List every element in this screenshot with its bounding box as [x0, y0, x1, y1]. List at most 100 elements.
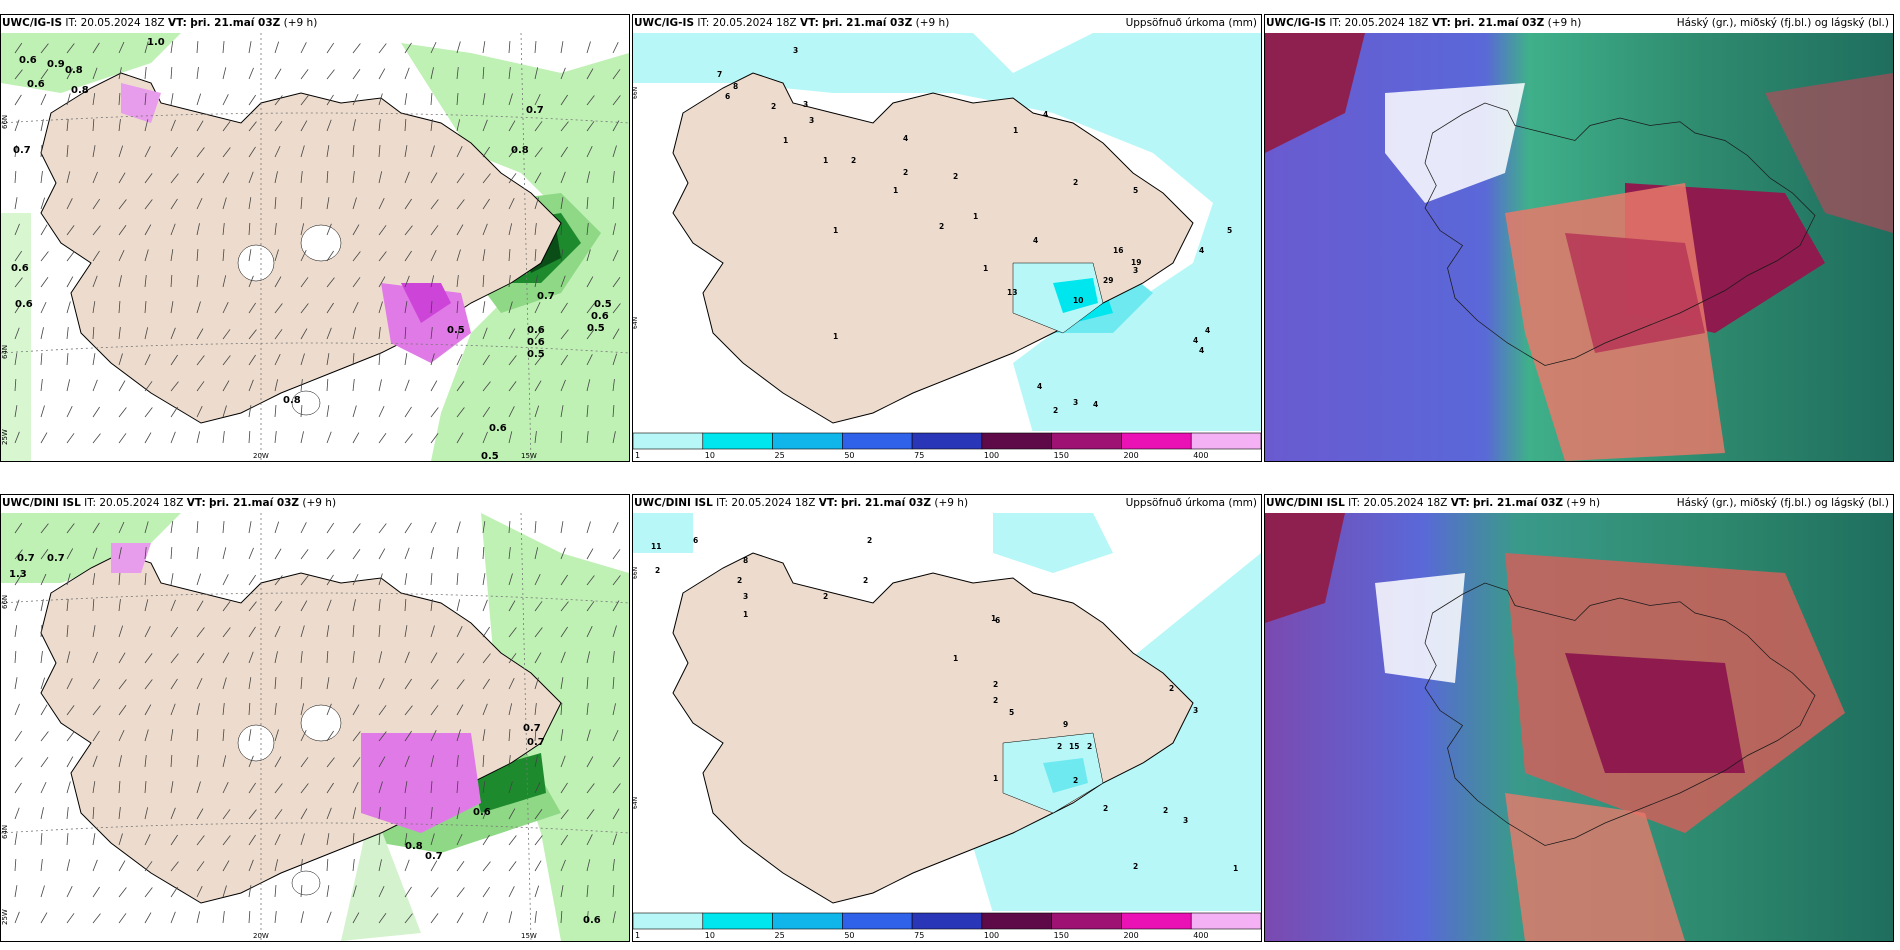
precip-value: 2 — [867, 536, 872, 545]
wind-barb — [482, 653, 491, 664]
wind-panel-dini: UWC/DINI ISL IT: 20.05.2024 18Z VT: þri.… — [0, 494, 630, 942]
wind-barb — [404, 301, 408, 314]
wind-barb — [222, 574, 229, 586]
wind-barb — [430, 172, 438, 184]
wind-barb — [248, 601, 257, 612]
wind-barb — [586, 171, 591, 184]
wind-barb — [144, 781, 147, 794]
wind-barb — [326, 327, 332, 340]
wind-barb — [378, 913, 387, 924]
wind-barb — [482, 406, 491, 418]
wind-barb — [352, 912, 360, 924]
wind-barb — [378, 731, 387, 742]
wind-barb — [612, 303, 621, 314]
wind-barb — [482, 521, 486, 534]
wind-barb — [352, 432, 360, 444]
wind-barb — [274, 329, 283, 340]
wind-barb — [430, 41, 437, 54]
wind-barb — [118, 275, 122, 288]
precip-value: 3 — [743, 592, 748, 601]
wind-barb — [222, 601, 231, 612]
wind-barb — [326, 625, 330, 638]
precip-value: 4 — [1205, 326, 1210, 335]
wind-barb — [612, 651, 615, 664]
wind-barb — [170, 703, 176, 716]
wind-barb — [66, 406, 73, 418]
wind-barb — [352, 69, 361, 80]
wind-barb — [482, 729, 486, 742]
precip-value: 3 — [809, 116, 814, 125]
wind-barb — [534, 329, 543, 340]
legend-tick-label: 200 — [1123, 451, 1138, 460]
wind-barb — [118, 353, 123, 366]
wind-barb — [248, 431, 251, 444]
wind-barb — [14, 277, 23, 288]
legend-swatch — [911, 432, 983, 450]
axis-label-lat66: 66N — [633, 87, 639, 99]
wind-barb — [482, 67, 485, 80]
wind-barb — [14, 302, 22, 314]
precip-value: 2 — [1057, 742, 1062, 751]
wind-barb — [170, 729, 174, 742]
wind-barb — [612, 42, 619, 54]
wind-barb — [326, 277, 335, 288]
wind-barb — [430, 913, 439, 924]
wind-barb — [508, 41, 511, 54]
axis-label-lat66: 66N — [633, 567, 639, 579]
wind-barb — [534, 601, 543, 612]
wind-barb — [482, 626, 490, 638]
wind-barb — [248, 651, 254, 664]
axis-label-lon-left: 25W — [1, 909, 9, 925]
wind-barb — [456, 93, 459, 106]
wind-barb — [430, 119, 433, 132]
wind-barb — [144, 41, 149, 54]
wind-barb — [170, 431, 176, 444]
axis-label-15w: 15W — [521, 932, 537, 940]
wind-barb — [326, 171, 329, 184]
wind-barb — [92, 859, 98, 872]
wind-barb — [482, 249, 486, 262]
wind-barb — [144, 173, 153, 184]
wind-barb — [352, 171, 355, 184]
wind-barb — [66, 599, 69, 612]
wind-label: 0.5 — [587, 323, 605, 334]
wind-barb — [352, 833, 355, 846]
wind-label: 0.7 — [17, 553, 35, 564]
wind-barb — [14, 327, 20, 340]
wind-barb — [430, 755, 435, 768]
wind-barb — [560, 834, 569, 846]
wind-barb — [560, 911, 563, 924]
wind-barb — [196, 755, 199, 768]
wind-barb — [274, 703, 277, 716]
legend-swatch — [633, 432, 704, 450]
wind-barb — [274, 885, 277, 898]
wind-barb — [326, 599, 332, 612]
wind-barb — [196, 355, 205, 366]
legend-swatch — [1190, 432, 1261, 450]
wind-barb — [560, 197, 564, 210]
wind-barb — [404, 755, 410, 768]
wind-barb — [482, 41, 486, 54]
legend-swatch — [1190, 912, 1261, 930]
wind-barb — [196, 197, 203, 210]
legend-swatch — [842, 912, 913, 930]
wind-barb — [66, 353, 69, 366]
wind-barb — [40, 43, 49, 54]
wind-barb — [430, 145, 435, 158]
wind-barb — [144, 547, 147, 560]
wind-barb — [300, 95, 309, 106]
legend-swatch — [702, 432, 773, 450]
wind-barb — [586, 276, 594, 288]
wind-barb — [248, 547, 254, 560]
wind-barb — [118, 199, 127, 210]
wind-barb — [534, 835, 543, 846]
wind-barb — [560, 547, 566, 560]
wind-barb — [482, 781, 486, 794]
wind-barb — [482, 703, 488, 716]
wind-barb — [144, 626, 151, 638]
wind-barb — [92, 705, 101, 716]
panel-variable-title: Uppsöfnuð úrkoma (mm) — [1125, 17, 1257, 29]
legend-tick-label: 50 — [844, 451, 854, 460]
precip-value: 4 — [903, 134, 908, 143]
wind-barb — [222, 547, 227, 560]
